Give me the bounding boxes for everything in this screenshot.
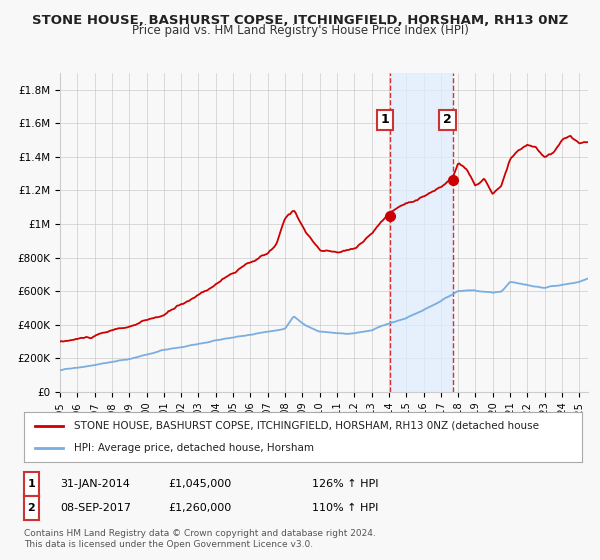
Text: 126% ↑ HPI: 126% ↑ HPI: [312, 479, 379, 489]
Text: 1: 1: [28, 479, 35, 489]
Text: 2: 2: [443, 113, 452, 127]
Text: £1,260,000: £1,260,000: [168, 503, 231, 513]
Text: £1,045,000: £1,045,000: [168, 479, 231, 489]
Text: 1: 1: [381, 113, 389, 127]
Text: STONE HOUSE, BASHURST COPSE, ITCHINGFIELD, HORSHAM, RH13 0NZ: STONE HOUSE, BASHURST COPSE, ITCHINGFIEL…: [32, 14, 568, 27]
Text: 110% ↑ HPI: 110% ↑ HPI: [312, 503, 379, 513]
Text: Contains HM Land Registry data © Crown copyright and database right 2024.
This d: Contains HM Land Registry data © Crown c…: [24, 529, 376, 549]
Text: 31-JAN-2014: 31-JAN-2014: [60, 479, 130, 489]
Text: 08-SEP-2017: 08-SEP-2017: [60, 503, 131, 513]
Text: STONE HOUSE, BASHURST COPSE, ITCHINGFIELD, HORSHAM, RH13 0NZ (detached house: STONE HOUSE, BASHURST COPSE, ITCHINGFIEL…: [74, 421, 539, 431]
Text: HPI: Average price, detached house, Horsham: HPI: Average price, detached house, Hors…: [74, 443, 314, 453]
Text: Price paid vs. HM Land Registry's House Price Index (HPI): Price paid vs. HM Land Registry's House …: [131, 24, 469, 36]
Text: 2: 2: [28, 503, 35, 513]
